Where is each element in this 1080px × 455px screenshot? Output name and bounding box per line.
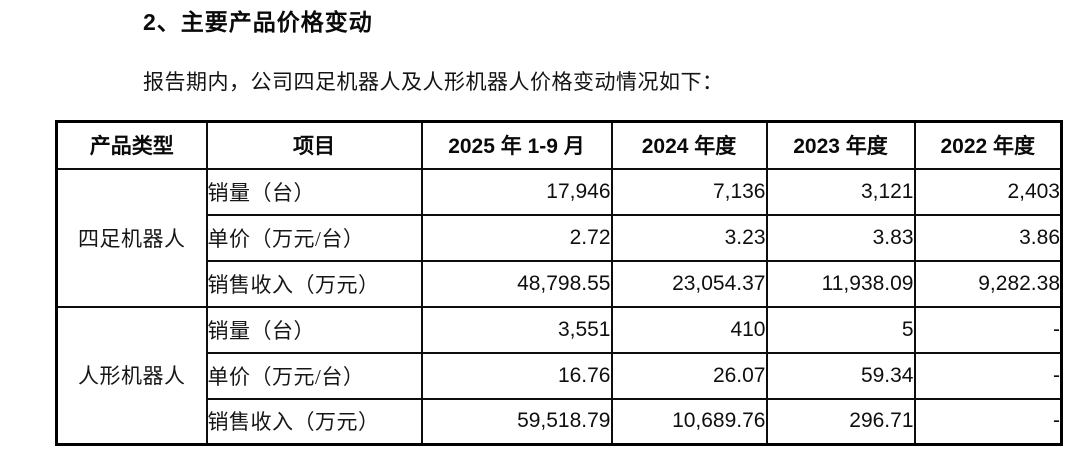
value-cell: 2,403 xyxy=(913,167,1063,216)
value-cell: 3.83 xyxy=(765,213,916,262)
item-cell-unit-price: 单价（万元/台） xyxy=(205,213,423,262)
value-cell: 2.72 xyxy=(420,213,613,262)
category-cell-quadruped-robot: 四足机器人 xyxy=(55,167,208,308)
price-change-table: 产品类型 项目 2025 年 1-9 月 2024 年度 2023 年度 202… xyxy=(55,120,1063,446)
col-header-2023: 2023 年度 xyxy=(765,120,916,170)
item-cell-sales-volume: 销量（台） xyxy=(205,167,423,216)
table-row: 销售收入（万元） 48,798.55 23,054.37 11,938.09 9… xyxy=(57,259,1063,308)
value-cell: 11,938.09 xyxy=(765,259,916,308)
item-cell-sales-revenue: 销售收入（万元） xyxy=(205,397,423,446)
section-heading: 2、主要产品价格变动 xyxy=(143,9,373,35)
value-cell: 5 xyxy=(765,305,916,354)
value-cell: - xyxy=(913,305,1063,354)
value-cell: 3.23 xyxy=(610,213,768,262)
intro-paragraph: 报告期内，公司四足机器人及人形机器人价格变动情况如下： xyxy=(143,70,724,94)
value-cell: 23,054.37 xyxy=(610,259,768,308)
table-row: 单价（万元/台） 16.76 26.07 59.34 - xyxy=(57,351,1063,400)
value-cell: 59,518.79 xyxy=(420,397,613,446)
value-cell: 3,551 xyxy=(420,305,613,354)
table-row: 单价（万元/台） 2.72 3.23 3.83 3.86 xyxy=(57,213,1063,262)
table-row: 人形机器人 销量（台） 3,551 410 5 - xyxy=(55,305,1063,446)
category-cell-humanoid-robot: 人形机器人 xyxy=(55,305,208,446)
col-header-2022: 2022 年度 xyxy=(913,120,1063,170)
value-cell: 10,689.76 xyxy=(610,397,768,446)
item-cell-sales-revenue: 销售收入（万元） xyxy=(205,259,423,308)
value-cell: 48,798.55 xyxy=(420,259,613,308)
value-cell: 7,136 xyxy=(610,167,768,216)
value-cell: 9,282.38 xyxy=(913,259,1063,308)
table-header-row: 产品类型 项目 2025 年 1-9 月 2024 年度 2023 年度 202… xyxy=(55,120,1063,170)
col-header-2024: 2024 年度 xyxy=(610,120,768,170)
col-header-product-type: 产品类型 xyxy=(55,120,208,170)
value-cell: 410 xyxy=(610,305,768,354)
col-header-2025: 2025 年 1-9 月 xyxy=(420,120,613,170)
table-row: 销售收入（万元） 59,518.79 10,689.76 296.71 - xyxy=(57,397,1063,446)
value-cell: 3.86 xyxy=(913,213,1063,262)
value-cell: 17,946 xyxy=(420,167,613,216)
value-cell: 3,121 xyxy=(765,167,916,216)
value-cell: - xyxy=(913,351,1063,400)
value-cell: 16.76 xyxy=(420,351,613,400)
value-cell: 296.71 xyxy=(765,397,916,446)
item-cell-sales-volume: 销量（台） xyxy=(205,305,423,354)
table-row: 四足机器人 销量（台） 17,946 7,136 3,121 2,403 xyxy=(55,167,1063,308)
value-cell: - xyxy=(913,397,1063,446)
item-cell-unit-price: 单价（万元/台） xyxy=(205,351,423,400)
value-cell: 26.07 xyxy=(610,351,768,400)
col-header-item: 项目 xyxy=(205,120,423,170)
value-cell: 59.34 xyxy=(765,351,916,400)
